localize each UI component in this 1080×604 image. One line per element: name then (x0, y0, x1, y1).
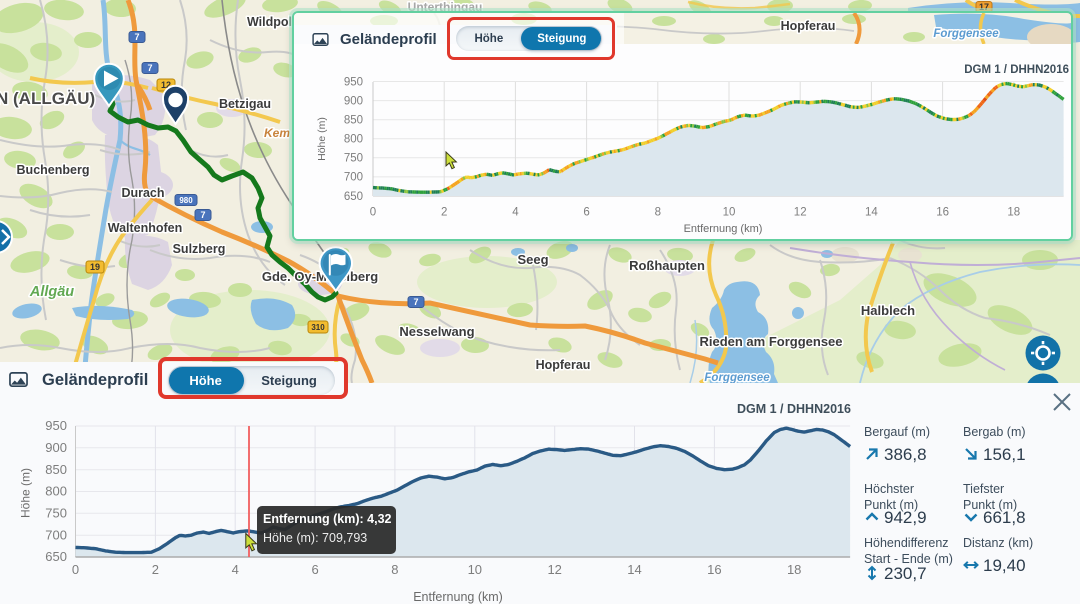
svg-text:900: 900 (344, 95, 363, 107)
svg-text:950: 950 (45, 418, 67, 433)
svg-text:6: 6 (583, 207, 589, 219)
svg-text:18: 18 (1007, 207, 1020, 219)
svg-text:0: 0 (72, 562, 79, 577)
svg-text:Forggensee: Forggensee (933, 28, 999, 40)
svg-text:Wildpol: Wildpol (247, 15, 292, 29)
svg-text:7: 7 (134, 32, 139, 42)
svg-text:700: 700 (344, 172, 363, 184)
svg-text:750: 750 (45, 506, 67, 521)
svg-text:4: 4 (512, 207, 519, 219)
svg-text:Seeg: Seeg (517, 252, 548, 267)
svg-text:Nesselwang: Nesselwang (399, 324, 474, 339)
svg-text:Forggensee: Forggensee (704, 372, 770, 384)
svg-text:8: 8 (655, 207, 661, 219)
svg-text:14: 14 (865, 207, 878, 219)
svg-text:6: 6 (311, 562, 318, 577)
svg-text:Halblech: Halblech (861, 303, 915, 318)
svg-text:Rieden am Forggensee: Rieden am Forggensee (699, 334, 842, 349)
svg-text:2: 2 (441, 207, 447, 219)
svg-text:7: 7 (147, 63, 152, 73)
svg-text:850: 850 (344, 115, 363, 127)
svg-text:0: 0 (370, 207, 376, 219)
svg-text:Waltenhofen: Waltenhofen (108, 221, 183, 235)
svg-text:Buchenberg: Buchenberg (17, 163, 90, 177)
svg-text:Roßhaupten: Roßhaupten (629, 258, 705, 273)
svg-text:16: 16 (707, 562, 721, 577)
svg-text:650: 650 (344, 191, 363, 203)
svg-text:12: 12 (794, 207, 807, 219)
svg-text:Hopferau: Hopferau (781, 19, 836, 33)
svg-text:19: 19 (90, 262, 100, 272)
svg-text:650: 650 (45, 549, 67, 564)
svg-text:Höhe (m): Höhe (m) (19, 468, 33, 518)
svg-text:N (ALLGÄU): N (ALLGÄU) (0, 89, 95, 108)
svg-text:DGM 1 / DHHN2016: DGM 1 / DHHN2016 (964, 64, 1069, 76)
svg-text:Entfernung (km): Entfernung (km) (684, 223, 763, 235)
svg-text:12: 12 (161, 80, 171, 90)
svg-text:900: 900 (45, 440, 67, 455)
svg-text:Entfernung (km): Entfernung (km) (413, 590, 503, 604)
svg-text:16: 16 (936, 207, 949, 219)
svg-text:Durach: Durach (121, 186, 164, 200)
svg-text:14: 14 (627, 562, 641, 577)
svg-text:Betzigau: Betzigau (219, 97, 271, 111)
svg-text:4: 4 (232, 562, 239, 577)
svg-text:310: 310 (311, 323, 325, 332)
svg-text:750: 750 (344, 153, 363, 165)
svg-text:Hopferau: Hopferau (536, 358, 591, 372)
svg-text:Sulzberg: Sulzberg (173, 242, 226, 256)
svg-text:800: 800 (45, 484, 67, 499)
svg-text:Gde. Oy-Mittelberg: Gde. Oy-Mittelberg (262, 269, 378, 284)
svg-text:7: 7 (413, 297, 418, 307)
svg-text:7: 7 (200, 210, 205, 220)
svg-text:18: 18 (787, 562, 801, 577)
svg-text:12: 12 (547, 562, 561, 577)
svg-text:980: 980 (179, 196, 193, 205)
svg-text:2: 2 (152, 562, 159, 577)
svg-text:Kem: Kem (264, 126, 290, 140)
svg-text:800: 800 (344, 134, 363, 146)
svg-text:850: 850 (45, 462, 67, 477)
svg-text:8: 8 (391, 562, 398, 577)
svg-text:950: 950 (344, 76, 363, 88)
svg-text:Höhe (m): Höhe (m) (316, 117, 328, 161)
svg-text:17: 17 (979, 2, 989, 12)
svg-text:700: 700 (45, 527, 67, 542)
svg-text:Allgäu: Allgäu (29, 284, 74, 300)
svg-text:10: 10 (723, 207, 736, 219)
svg-text:10: 10 (468, 562, 482, 577)
